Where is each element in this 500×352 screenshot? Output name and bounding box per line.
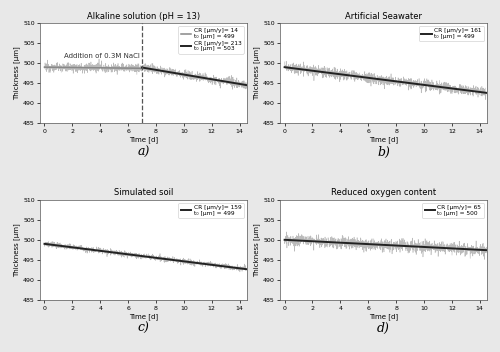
Y-axis label: Thickness [μm]: Thickness [μm] — [254, 223, 260, 277]
Legend: CR [μm/y]= 65
t₀ [μm] = 500: CR [μm/y]= 65 t₀ [μm] = 500 — [422, 203, 484, 218]
Y-axis label: Thickness [μm]: Thickness [μm] — [254, 46, 260, 100]
X-axis label: Time [d]: Time [d] — [129, 137, 158, 144]
Legend: CR [μm/y]= 159
t₀ [μm] = 499: CR [μm/y]= 159 t₀ [μm] = 499 — [178, 203, 244, 218]
Y-axis label: Thickness [μm]: Thickness [μm] — [14, 223, 20, 277]
X-axis label: Time [d]: Time [d] — [369, 313, 398, 320]
Y-axis label: Thickness [μm]: Thickness [μm] — [14, 46, 20, 100]
Title: Alkaline solution (pH = 13): Alkaline solution (pH = 13) — [87, 12, 200, 21]
Text: c): c) — [138, 322, 149, 335]
Title: Reduced oxygen content: Reduced oxygen content — [331, 189, 436, 197]
Text: d): d) — [377, 322, 390, 335]
X-axis label: Time [d]: Time [d] — [129, 313, 158, 320]
Title: Artificial Seawater: Artificial Seawater — [345, 12, 422, 21]
Legend: CR [μm/y]= 14
t₀ [μm] = 499, CR [μm/y]= 213
t₀ [μm] = 503: CR [μm/y]= 14 t₀ [μm] = 499, CR [μm/y]= … — [178, 26, 244, 54]
Title: Simulated soil: Simulated soil — [114, 189, 173, 197]
Text: a): a) — [137, 145, 149, 158]
Text: b): b) — [377, 145, 390, 158]
Text: Addition of 0.3M NaCl: Addition of 0.3M NaCl — [64, 53, 140, 59]
Legend: CR [μm/y]= 161
t₀ [μm] = 499: CR [μm/y]= 161 t₀ [μm] = 499 — [418, 26, 484, 42]
X-axis label: Time [d]: Time [d] — [369, 137, 398, 144]
